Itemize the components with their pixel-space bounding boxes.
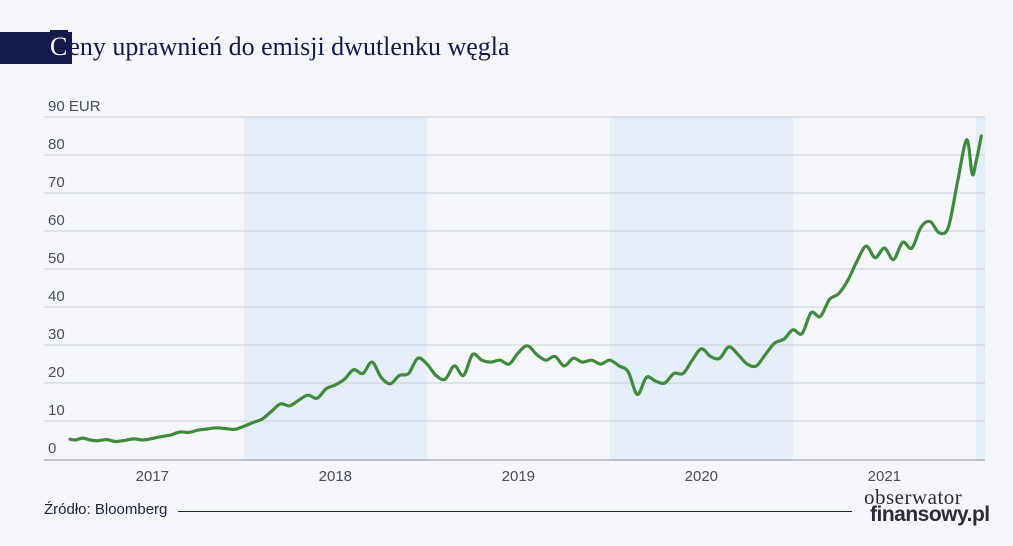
logo-bottom-text: finansowy.pl	[870, 503, 990, 526]
publisher-logo: obserwator finansowy.pl	[864, 485, 994, 526]
title-first-letter: C	[50, 30, 69, 64]
title-rest: eny uprawnień do emisji dwutlenku węgla	[68, 32, 510, 61]
title-text: Ceny uprawnień do emisji dwutlenku węgla	[50, 30, 510, 64]
source-divider	[178, 511, 852, 512]
y-tick-label: 40	[48, 288, 65, 305]
shaded-band	[609, 117, 793, 459]
x-tick-label: 2021	[868, 468, 901, 485]
shaded-band	[243, 117, 427, 459]
y-tick-label: 50	[48, 250, 65, 267]
x-tick-label: 2020	[685, 468, 718, 485]
y-tick-label: 20	[48, 364, 65, 381]
shaded-band	[975, 117, 985, 459]
y-tick-label: 0	[48, 440, 56, 457]
x-tick-label: 2018	[319, 468, 352, 485]
y-tick-label: 80	[48, 136, 65, 153]
y-tick-label: 90 EUR	[48, 98, 101, 115]
x-tick-label: 2017	[136, 468, 169, 485]
y-tick-label: 30	[48, 326, 65, 343]
y-tick-label: 10	[48, 402, 65, 419]
chart-title: Ceny uprawnień do emisji dwutlenku węgla	[0, 30, 600, 64]
source-label: Źródło: Bloomberg	[44, 501, 168, 518]
logo-top-text: obserwator	[864, 485, 963, 509]
y-tick-label: 60	[48, 212, 65, 229]
y-tick-label: 70	[48, 174, 65, 191]
price-series-line	[68, 134, 983, 444]
x-tick-label: 2019	[502, 468, 535, 485]
